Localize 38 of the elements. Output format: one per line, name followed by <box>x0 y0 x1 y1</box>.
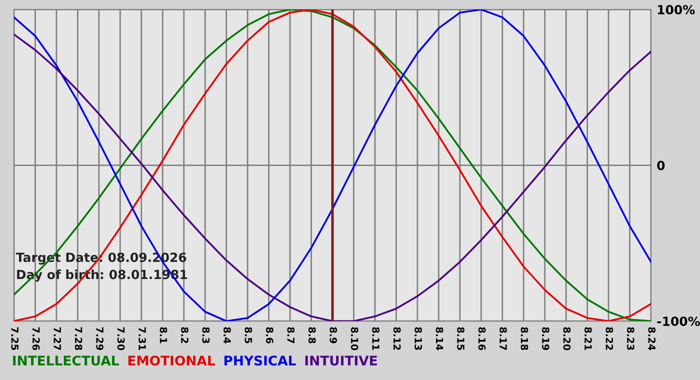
x-tick-label: 8.7 <box>287 327 295 344</box>
text: PHYSICAL <box>224 356 296 366</box>
x-tick-label: 7.28 <box>74 327 82 350</box>
x-tick-label: 8.21 <box>584 327 592 350</box>
text: EMOTIONAL <box>128 356 215 366</box>
x-tick-label: 8.10 <box>350 327 358 350</box>
x-tick-label: 7.30 <box>117 327 125 350</box>
x-tick-label: 8.6 <box>266 327 274 344</box>
x-tick-label: 8.24 <box>648 327 656 350</box>
x-tick-label: 8.12 <box>393 327 401 350</box>
x-tick-label: 8.16 <box>478 327 486 350</box>
x-tick-label: 8.9 <box>330 327 338 344</box>
x-tick-label: 8.2 <box>181 327 188 344</box>
text: INTELLECTUAL <box>13 356 119 366</box>
x-tick-label: 8.11 <box>372 327 380 350</box>
x-tick-label: 8.18 <box>520 327 528 350</box>
text: INTUITIVE <box>305 356 377 366</box>
x-tick-label: 8.23 <box>626 327 634 350</box>
x-tick-label: 8.19 <box>542 327 550 350</box>
x-tick-label: 7.26 <box>32 327 40 350</box>
x-tick-label: 7.29 <box>96 327 104 350</box>
x-tick-label: 7.25 <box>11 327 19 350</box>
x-tick-label: 8.15 <box>457 327 464 350</box>
x-tick-label: 8.22 <box>606 327 614 350</box>
y-tick-label: 100% <box>658 4 695 14</box>
x-tick-label: 8.1 <box>160 327 168 344</box>
x-tick-label: 8.17 <box>500 327 507 350</box>
x-tick-label: 8.8 <box>308 327 316 344</box>
x-tick-label: 8.4 <box>224 327 231 344</box>
x-tick-label: 8.5 <box>244 327 252 344</box>
x-tick-label: 8.13 <box>414 327 422 350</box>
y-tick-label: -100% <box>657 316 700 326</box>
x-tick-label: 8.20 <box>563 327 571 350</box>
x-tick-label: 8.14 <box>436 327 444 350</box>
x-tick-label: 8.3 <box>202 327 210 344</box>
x-tick-label: 7.27 <box>54 327 61 350</box>
x-tick-label: 7.31 <box>138 327 146 350</box>
y-tick-label: 0 <box>657 160 665 170</box>
